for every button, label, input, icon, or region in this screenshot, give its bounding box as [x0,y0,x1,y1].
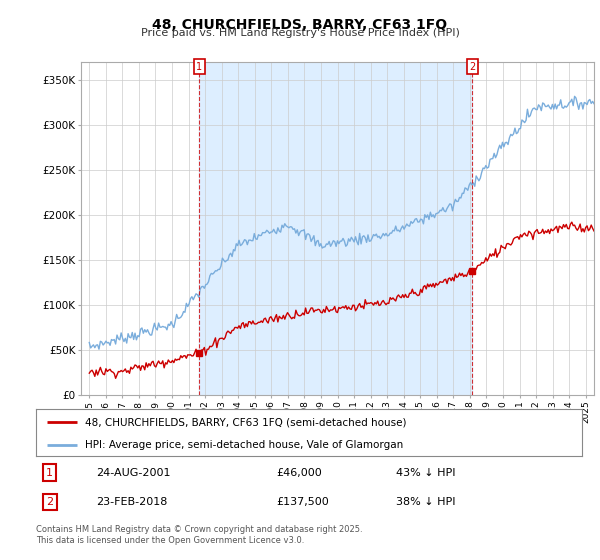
Text: £137,500: £137,500 [276,497,329,507]
Text: £46,000: £46,000 [276,468,322,478]
Text: Contains HM Land Registry data © Crown copyright and database right 2025.
This d: Contains HM Land Registry data © Crown c… [36,525,362,545]
Text: 48, CHURCHFIELDS, BARRY, CF63 1FQ: 48, CHURCHFIELDS, BARRY, CF63 1FQ [152,18,448,32]
Text: 38% ↓ HPI: 38% ↓ HPI [397,497,456,507]
Text: 1: 1 [196,62,202,72]
Text: HPI: Average price, semi-detached house, Vale of Glamorgan: HPI: Average price, semi-detached house,… [85,440,403,450]
Text: 1: 1 [46,468,53,478]
Text: 43% ↓ HPI: 43% ↓ HPI [397,468,456,478]
Text: 24-AUG-2001: 24-AUG-2001 [96,468,170,478]
Text: 2: 2 [469,62,475,72]
Text: 48, CHURCHFIELDS, BARRY, CF63 1FQ (semi-detached house): 48, CHURCHFIELDS, BARRY, CF63 1FQ (semi-… [85,417,407,427]
Text: 2: 2 [46,497,53,507]
Text: 23-FEB-2018: 23-FEB-2018 [96,497,167,507]
Bar [199,62,472,395]
Text: Price paid vs. HM Land Registry's House Price Index (HPI): Price paid vs. HM Land Registry's House … [140,28,460,38]
